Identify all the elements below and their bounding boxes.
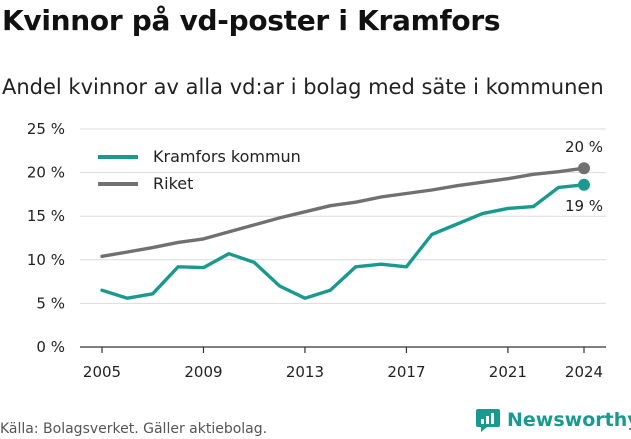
series-end-point	[578, 162, 590, 175]
data-label: 19 %	[565, 197, 603, 215]
series-line	[100, 183, 586, 300]
legend-label: Kramfors kommun	[153, 147, 301, 166]
brand-name: Newsworthy	[507, 409, 631, 431]
y-tick-label: 25 %	[27, 120, 65, 138]
y-tick-label: 10 %	[27, 251, 65, 269]
newsworthy-brand[interactable]: Newsworthy	[475, 406, 631, 434]
y-tick-label: 20 %	[27, 164, 65, 182]
newsworthy-logo-icon	[476, 409, 500, 432]
y-tick-label: 0 %	[36, 338, 65, 356]
source-note: Källa: Bolagsverket. Gäller aktiebolag.	[0, 421, 268, 437]
x-tick-label: 2013	[286, 363, 324, 381]
y-tick-label: 5 %	[36, 294, 65, 312]
y-tick-label: 15 %	[27, 207, 65, 225]
chart-title: Kvinnor på vd-poster i Kramfors	[2, 4, 501, 37]
data-label: 20 %	[565, 138, 603, 156]
x-tick-label: 2009	[184, 363, 222, 381]
chart-subtitle: Andel kvinnor av alla vd:ar i bolag med …	[2, 75, 604, 99]
series-line	[100, 166, 586, 258]
x-axis: 2005 2009 2013 2017 2021 2024	[80, 346, 606, 381]
series-end-point	[578, 178, 590, 191]
y-axis-ticks: 0 % 5 % 10 % 15 % 20 % 25 %	[27, 120, 65, 356]
legend: Kramfors kommun Riket	[98, 147, 301, 193]
x-tick-label: 2021	[489, 363, 527, 381]
x-tick-label: 2017	[387, 363, 425, 381]
series-lines: 19 % 20 %	[100, 138, 603, 300]
line-chart: 0 %5 %10 %15 %20 %25 % 2005 2009 2013 2017 2…	[27, 120, 606, 381]
grid-lines	[80, 128, 606, 304]
x-tick-label: 2024	[565, 363, 603, 381]
x-tick-label: 2005	[83, 363, 121, 381]
legend-label: Riket	[153, 174, 193, 193]
